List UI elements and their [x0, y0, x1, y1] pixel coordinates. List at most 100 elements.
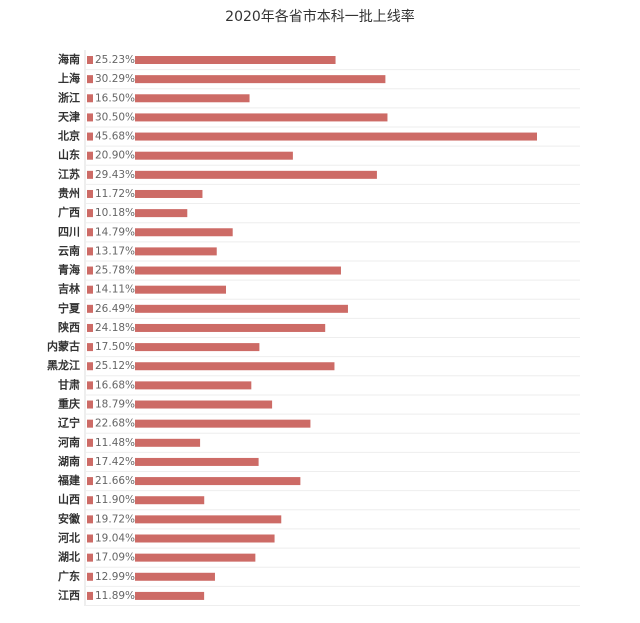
bar [87, 94, 250, 103]
label-background [93, 397, 135, 412]
label-background [93, 416, 135, 431]
label-background [93, 186, 135, 201]
value-label: 17.09% [95, 552, 135, 564]
category-label: 云南 [58, 243, 80, 257]
label-background [93, 129, 135, 144]
value-label: 17.50% [95, 341, 135, 353]
bar [87, 534, 275, 543]
label-background [93, 148, 135, 163]
bar [87, 247, 217, 256]
label-background [93, 206, 135, 221]
value-label: 11.72% [95, 188, 135, 200]
value-label: 17.42% [95, 456, 135, 468]
category-label: 宁夏 [58, 301, 81, 315]
bar [87, 477, 301, 486]
label-background [93, 110, 135, 125]
value-label: 25.78% [95, 265, 135, 277]
category-label: 陕西 [58, 320, 80, 334]
value-label: 13.17% [95, 245, 135, 257]
label-background [93, 474, 135, 489]
category-label: 重庆 [58, 397, 80, 411]
bar [87, 572, 215, 581]
value-label: 21.66% [95, 475, 135, 487]
label-background [93, 550, 135, 565]
value-label: 25.12% [95, 360, 135, 372]
bar [87, 189, 203, 198]
bar [87, 591, 205, 600]
value-label: 11.89% [95, 590, 135, 602]
category-label: 浙江 [58, 90, 80, 104]
label-background [93, 72, 135, 87]
bar [87, 209, 188, 218]
category-label: 甘肃 [58, 377, 80, 391]
label-background [93, 378, 135, 393]
value-label: 22.68% [95, 418, 135, 430]
value-label: 30.50% [95, 111, 135, 123]
label-background [93, 531, 135, 546]
value-label: 30.29% [95, 73, 135, 85]
category-label: 贵州 [58, 186, 80, 200]
label-background [93, 53, 135, 67]
category-label: 河北 [58, 531, 80, 545]
category-label: 福建 [57, 473, 81, 487]
value-label: 19.72% [95, 513, 135, 525]
value-label: 10.18% [95, 207, 135, 219]
value-label: 11.48% [95, 437, 135, 449]
value-label: 16.68% [95, 379, 135, 391]
label-background [93, 225, 135, 240]
category-label: 河南 [58, 435, 80, 449]
bar [87, 438, 201, 447]
value-label: 29.43% [95, 169, 135, 181]
category-label: 广西 [58, 205, 80, 219]
bar [87, 228, 233, 237]
category-label: 黑龙江 [47, 358, 80, 372]
category-label: 江苏 [58, 167, 80, 181]
bar [87, 515, 282, 524]
category-label: 辽宁 [58, 416, 80, 430]
label-background [93, 282, 135, 297]
value-label: 45.68% [95, 131, 135, 143]
bar [87, 304, 348, 313]
category-label: 内蒙古 [47, 339, 80, 353]
category-label: 吉林 [58, 282, 80, 296]
category-label: 山东 [58, 148, 80, 162]
value-label: 24.18% [95, 322, 135, 334]
bar [87, 113, 388, 122]
category-label: 海南 [58, 52, 80, 66]
label-background [93, 588, 135, 603]
value-label: 14.11% [95, 284, 135, 296]
label-background [93, 91, 135, 106]
bar [87, 266, 341, 275]
value-label: 12.99% [95, 571, 135, 583]
value-label: 18.79% [95, 399, 135, 411]
value-label: 11.90% [95, 494, 135, 506]
bar [87, 151, 293, 160]
value-label: 25.23% [95, 54, 135, 66]
bar [87, 132, 537, 141]
category-label: 天津 [58, 109, 80, 123]
category-label: 湖北 [58, 550, 80, 564]
label-background [93, 359, 135, 374]
label-background [93, 263, 135, 278]
chart-title: 2020年各省市本科一批上线率 [225, 8, 415, 25]
category-label: 安徽 [58, 511, 81, 525]
bar [87, 457, 259, 466]
label-background [93, 512, 135, 527]
bar [87, 170, 377, 179]
category-label: 上海 [58, 71, 80, 85]
category-label: 北京 [58, 129, 80, 143]
label-background [93, 454, 135, 469]
bar [87, 56, 336, 64]
bar [87, 343, 260, 352]
value-label: 26.49% [95, 303, 135, 315]
value-label: 20.90% [95, 150, 135, 162]
bar [87, 381, 252, 390]
label-background [93, 167, 135, 182]
value-label: 19.04% [95, 533, 135, 545]
bar [87, 285, 226, 294]
label-background [93, 435, 135, 450]
value-label: 14.79% [95, 226, 135, 238]
bar [87, 75, 386, 84]
category-label: 湖南 [58, 454, 80, 468]
